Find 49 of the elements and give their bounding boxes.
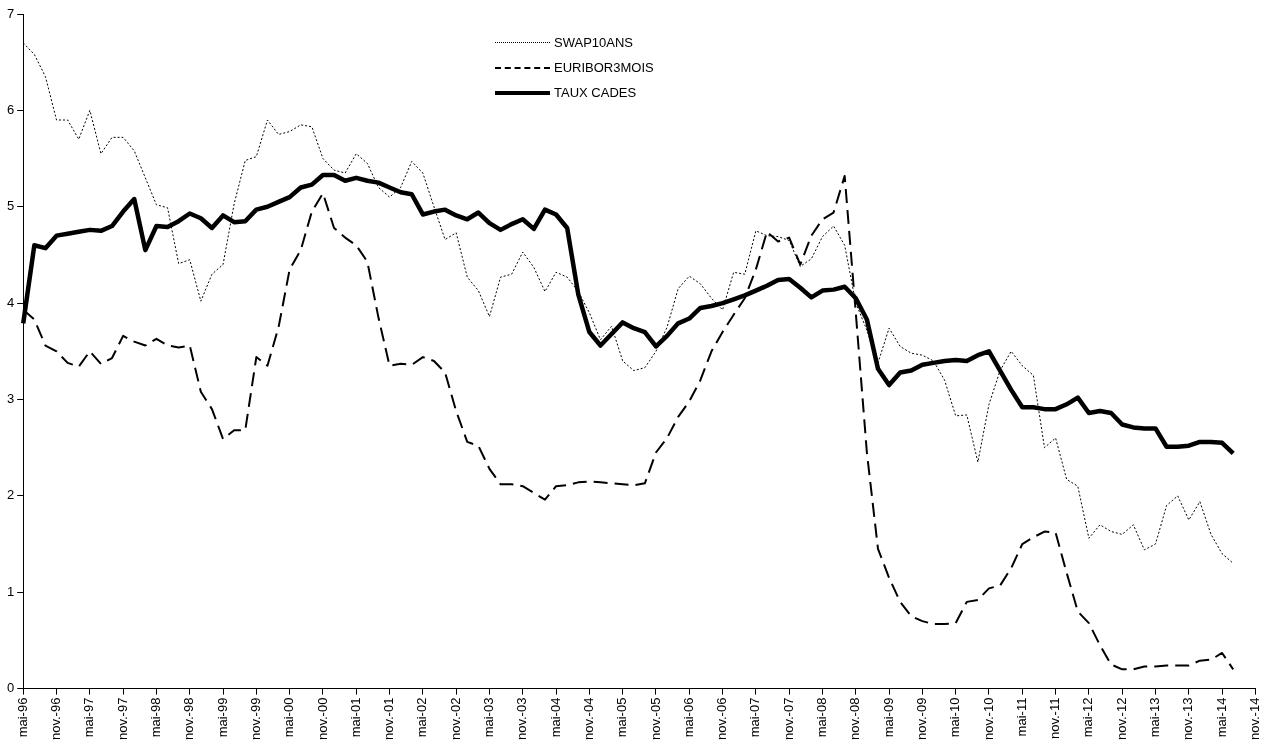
x-tick-label: nov.-08 [847, 697, 863, 741]
x-tick-label: mai-10 [947, 697, 963, 738]
y-tick-label: 0 [7, 680, 15, 696]
y-tick-label: 6 [7, 101, 15, 117]
x-tick-label: mai-11 [1013, 697, 1029, 737]
x-tick-label: mai-96 [14, 697, 30, 738]
x-tick-label: nov.-99 [247, 697, 263, 741]
x-tick-label: nov.-02 [447, 697, 463, 741]
x-tick-label: mai-01 [347, 697, 363, 738]
x-tick-label: mai-99 [214, 697, 230, 738]
x-tick-label: nov.-96 [48, 697, 64, 741]
y-tick-label: 5 [7, 198, 15, 214]
x-tick-label: mai-04 [547, 697, 563, 738]
x-tick-label: mai-97 [81, 697, 97, 738]
y-tick-label: 4 [7, 294, 15, 310]
x-tick-label: nov.-13 [1180, 697, 1196, 741]
x-tick-label: nov.-03 [514, 697, 530, 741]
x-tick-label: mai-02 [414, 697, 430, 738]
x-tick-label: nov.-06 [714, 697, 730, 741]
x-tick-label: mai-13 [1147, 697, 1163, 738]
y-tick-label: 7 [7, 5, 15, 21]
x-tick-label: mai-09 [880, 697, 896, 738]
x-tick-label: nov.-07 [780, 697, 796, 741]
y-tick-label: 3 [7, 391, 15, 407]
x-tick-label: mai-07 [747, 697, 763, 738]
x-tick-label: mai-14 [1213, 697, 1229, 738]
legend-label: TAUX CADES [554, 85, 637, 100]
x-tick-label: nov.-00 [314, 697, 330, 741]
y-tick-label: 2 [7, 487, 15, 503]
x-tick-label: mai-03 [481, 697, 497, 738]
x-tick-label: mai-05 [614, 697, 630, 738]
legend-label: SWAP10ANS [554, 35, 633, 50]
x-tick-label: nov.-01 [381, 697, 397, 741]
x-tick-label: nov.-05 [647, 697, 663, 741]
x-tick-label: mai-00 [281, 697, 297, 738]
x-tick-label: nov.-97 [114, 697, 130, 741]
x-tick-label: nov.-98 [181, 697, 197, 741]
x-tick-label: mai-06 [680, 697, 696, 738]
x-tick-label: nov.-04 [580, 697, 596, 741]
x-tick-label: nov.-14 [1246, 697, 1262, 741]
x-tick-label: mai-98 [148, 697, 164, 738]
y-tick-label: 1 [7, 583, 15, 599]
x-tick-label: nov.-12 [1113, 697, 1129, 741]
x-tick-label: nov.-10 [980, 697, 996, 741]
x-tick-label: mai-08 [814, 697, 830, 738]
legend-label: EURIBOR3MOIS [554, 60, 654, 75]
x-tick-label: nov.-09 [913, 697, 929, 741]
x-tick-label: mai-12 [1080, 697, 1096, 738]
x-tick-label: nov.-11 [1047, 697, 1063, 740]
